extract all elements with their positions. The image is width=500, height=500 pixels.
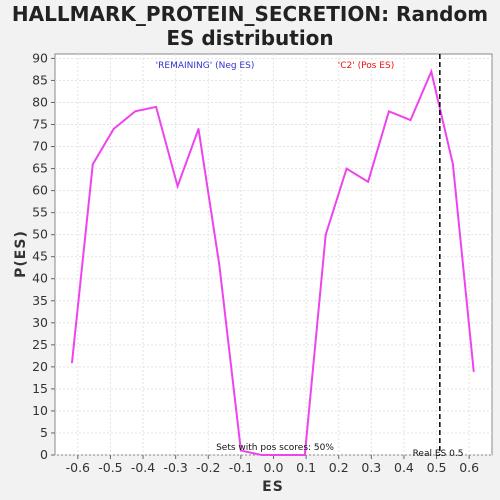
es-data-point [282,454,285,456]
annotations: 'REMAINING' (Neg ES) 'C2' (Pos ES) Sets … [156,61,464,459]
y-tick-label: 60 [32,183,48,198]
x-tick-label: 0.2 [329,460,349,475]
pos-scores-text: Sets with pos scores: 50% [216,443,334,453]
pos-es-label: 'C2' (Pos ES) [338,61,394,71]
es-data-point [367,180,369,183]
x-tick-label: -0.4 [131,460,155,475]
es-data-point [430,70,433,73]
y-tick-label: 30 [32,315,48,330]
es-data-point [134,110,137,113]
x-tick-label: -0.5 [98,460,122,475]
es-data-point [451,163,454,166]
es-data-point [176,185,179,188]
es-data-point [239,449,242,452]
real-es-label: Real ES 0.5 [413,449,464,459]
es-data-point [345,167,348,170]
x-tick-label: -0.3 [163,460,187,475]
y-tick-label: 90 [32,50,48,65]
x-tick-label: 0.5 [427,460,447,475]
neg-es-label: 'REMAINING' (Neg ES) [156,61,255,71]
chart-title: HALLMARK_PROTEIN_SECRETION: Random ES di… [0,2,500,50]
grid-lines [55,54,492,456]
y-tick-label: 15 [32,381,48,396]
es-data-point [218,264,221,267]
y-axis-title: P(ES) [13,230,29,278]
y-tick-label: 20 [32,359,48,374]
y-tick-label: 80 [32,94,48,109]
x-tick-label: -0.6 [66,460,90,475]
es-data-point [472,370,475,373]
y-tick-label: 5 [40,425,48,440]
y-tick-label: 40 [32,271,48,286]
y-tick-label: 0 [40,447,48,462]
y-tick-label: 55 [32,205,48,220]
x-tick-label: 0.4 [394,460,414,475]
es-data-point [112,128,115,130]
x-axis-title: ES [262,479,284,495]
x-tick-label: 0.1 [296,460,316,475]
x-tick-label: -0.1 [229,460,253,475]
es-data-point [303,454,306,456]
x-tick-label: 0.0 [264,460,284,475]
es-data-point [71,361,73,364]
y-tick-label: 45 [32,249,48,264]
x-tick-label: -0.2 [196,460,220,475]
x-tick-label: 0.3 [361,460,381,475]
es-data-point [388,110,390,113]
es-data-point [409,119,412,121]
y-tick-label: 70 [32,139,48,154]
y-tick-label: 85 [32,72,48,87]
y-tick-label: 25 [32,337,48,352]
y-tick-label: 35 [32,293,48,308]
series-layer [71,54,475,456]
chart-title-line-1: HALLMARK_PROTEIN_SECRETION: Random [11,2,489,26]
y-tick-label: 75 [32,117,48,132]
y-tick-label: 65 [32,161,48,176]
x-tick-label: 0.6 [459,460,479,475]
es-data-point [324,233,327,236]
y-tick-label: 10 [32,403,48,418]
chart-title-line-2: ES distribution [166,26,334,50]
es-data-point [260,454,263,456]
es-data-point [155,105,157,108]
es-distribution-line [71,68,475,456]
es-data-point [197,128,200,130]
axes: 0 5 10 15 20 25 30 35 40 45 50 55 60 65 70 75 80 85 90 -0.6… [32,50,479,475]
es-data-point [91,163,94,166]
y-tick-label: 50 [32,227,48,242]
